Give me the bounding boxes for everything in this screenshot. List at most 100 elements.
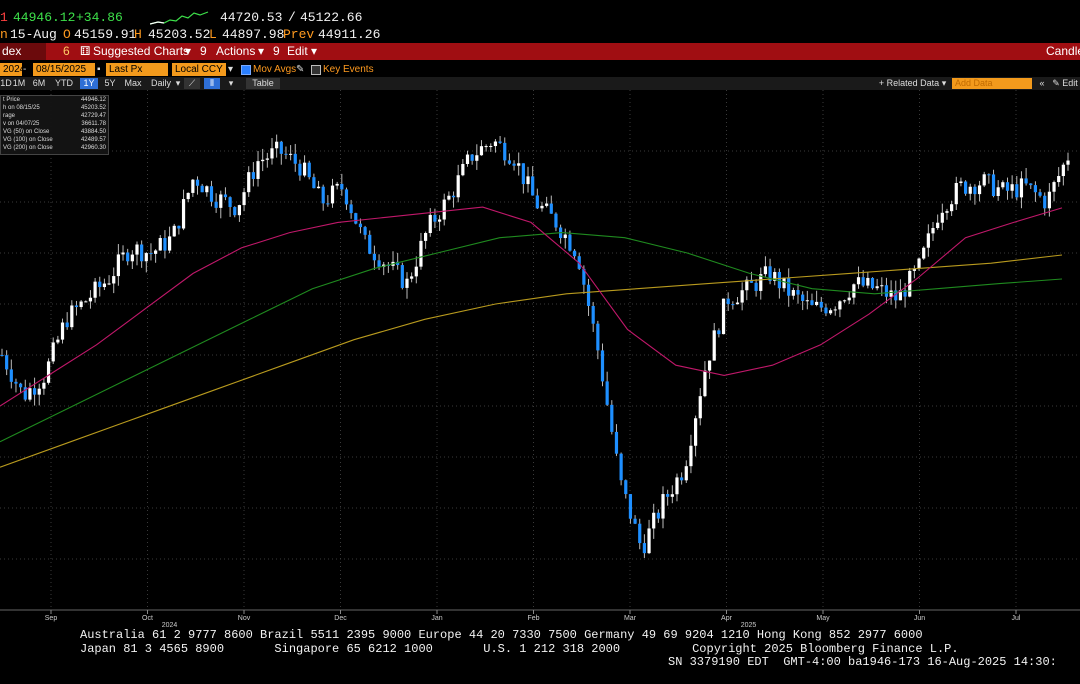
- candle-body: [666, 494, 670, 497]
- candle-body: [154, 250, 158, 254]
- candle-body: [912, 268, 916, 271]
- period-ytd[interactable]: YTD: [55, 78, 73, 88]
- period-bar: 1D 1M 6M YTD 1Y 5Y Max Daily ▾ ⟋ ⫴ ▾ Tab…: [0, 77, 1080, 90]
- period-1m[interactable]: 1M: [12, 78, 26, 88]
- period-1d[interactable]: 1D: [0, 78, 12, 88]
- candle-body: [1019, 178, 1024, 198]
- start-date-field[interactable]: 2024: [0, 63, 22, 76]
- candle-body: [977, 185, 982, 195]
- chart-legend: t Price 44946.12 h on 08/15/25 45203.52 …: [0, 95, 109, 155]
- field-selector[interactable]: Last Px: [106, 63, 168, 76]
- candle-body: [316, 186, 321, 189]
- price-chart[interactable]: SepOctNovDecJanFebMarAprMayJunJulAug2024…: [0, 90, 1080, 628]
- candle-body: [707, 360, 712, 371]
- candle-body: [470, 154, 474, 161]
- candle-body: [209, 186, 214, 202]
- candle-body: [894, 290, 898, 301]
- legend-value: 42960.30: [80, 145, 106, 151]
- suggested-charts-number: 6: [63, 44, 70, 58]
- end-date-field[interactable]: 08/15/2025: [33, 63, 95, 76]
- candle-body: [1043, 195, 1047, 209]
- calendar-icon[interactable]: ▪: [97, 64, 101, 75]
- candle-body: [801, 294, 805, 301]
- edit-menu-button[interactable]: Edit: [287, 44, 308, 58]
- line-chart-icon[interactable]: ⟋: [184, 78, 200, 89]
- candle-body: [731, 304, 735, 306]
- candle-body: [1061, 164, 1065, 177]
- period-6m[interactable]: 6M: [32, 78, 46, 88]
- add-data-input[interactable]: Add Data: [952, 78, 1032, 89]
- candle-body: [968, 186, 972, 194]
- candle-body: [940, 212, 944, 223]
- candle-body: [791, 290, 795, 296]
- edit-chart-button[interactable]: ✎ Edit: [1050, 78, 1080, 89]
- candle-body: [950, 204, 954, 212]
- candle-body: [880, 285, 884, 287]
- period-max[interactable]: Max: [124, 78, 142, 88]
- candle-body: [205, 186, 209, 193]
- candle-body: [442, 199, 446, 220]
- candle-body: [1001, 182, 1005, 188]
- legend-value: 42489.57: [80, 137, 106, 143]
- candle-body: [507, 160, 511, 164]
- dropdown-caret-icon[interactable]: ▾: [175, 78, 181, 88]
- key-events-checkbox[interactable]: [311, 65, 321, 75]
- x-tick-label: Jul: [1012, 615, 1021, 622]
- candle-body: [479, 146, 484, 156]
- candle-body: [680, 477, 684, 481]
- mov-avgs-checkbox[interactable]: [241, 65, 251, 75]
- actions-button[interactable]: Actions: [216, 44, 256, 58]
- candle-body: [828, 310, 833, 314]
- candle-body: [1066, 160, 1070, 165]
- candle-body: [922, 247, 926, 259]
- candle-body: [372, 253, 377, 261]
- candle-body: [824, 307, 828, 314]
- mov-avgs-label[interactable]: Mov Avgs: [253, 64, 297, 75]
- candle-body: [721, 298, 726, 335]
- currency-selector[interactable]: Local CCY: [172, 63, 226, 76]
- last-price: 44946.12: [13, 10, 76, 25]
- candle-body: [419, 240, 423, 267]
- candle-body: [582, 268, 586, 285]
- candle-body: [861, 277, 865, 286]
- dropdown-caret-icon[interactable]: ▾: [228, 78, 234, 88]
- candle-body: [647, 528, 651, 554]
- double-chevron-left-icon[interactable]: «: [1039, 78, 1045, 88]
- x-axis: SepOctNovDecJanFebMarAprMayJunJulAug2024…: [0, 609, 1080, 628]
- candle-body: [93, 281, 97, 298]
- candle-body: [903, 290, 907, 297]
- key-events-label[interactable]: Key Events: [323, 64, 374, 75]
- candle-chart-icon[interactable]: ⫴: [204, 78, 220, 89]
- candle-body: [181, 199, 186, 229]
- period-5y[interactable]: 5Y: [104, 78, 116, 88]
- suggested-charts-button[interactable]: Suggested Charts: [93, 44, 190, 58]
- x-tick-label: Feb: [527, 615, 539, 622]
- x-tick-label: Sep: [45, 615, 58, 622]
- candle-body: [684, 466, 688, 481]
- candle-body: [32, 388, 37, 395]
- pencil-icon[interactable]: ✎: [296, 64, 305, 75]
- suggested-charts-icon: ⚅: [80, 44, 91, 58]
- moving-averages: [0, 206, 1063, 468]
- interval-selector[interactable]: Daily: [150, 78, 171, 88]
- candle-body: [712, 330, 716, 361]
- edit-number: 9: [273, 44, 280, 58]
- prev-label: Prev: [283, 27, 315, 42]
- chart-type-label[interactable]: Candle: [1046, 44, 1080, 58]
- date-separator: -: [23, 64, 27, 75]
- legend-label: VG (100) on Close: [3, 137, 53, 143]
- candlestick-series: [0, 134, 1070, 558]
- x-tick-label: May: [816, 615, 830, 622]
- table-button[interactable]: Table: [246, 78, 280, 89]
- dropdown-caret-icon[interactable]: ▾: [228, 64, 234, 75]
- related-data-button[interactable]: + Related Data: [878, 78, 940, 88]
- candle-body: [624, 480, 628, 495]
- dropdown-caret-icon[interactable]: ▾: [941, 78, 947, 88]
- candle-body: [670, 494, 674, 497]
- candle-body: [144, 253, 148, 262]
- dropdown-caret-icon: ▾: [185, 44, 192, 58]
- candle-body: [568, 234, 572, 251]
- footer-line-2: Japan 81 3 4565 8900 Singapore 65 6212 1…: [80, 642, 959, 656]
- period-1y[interactable]: 1Y: [80, 78, 98, 89]
- candle-body: [121, 252, 125, 255]
